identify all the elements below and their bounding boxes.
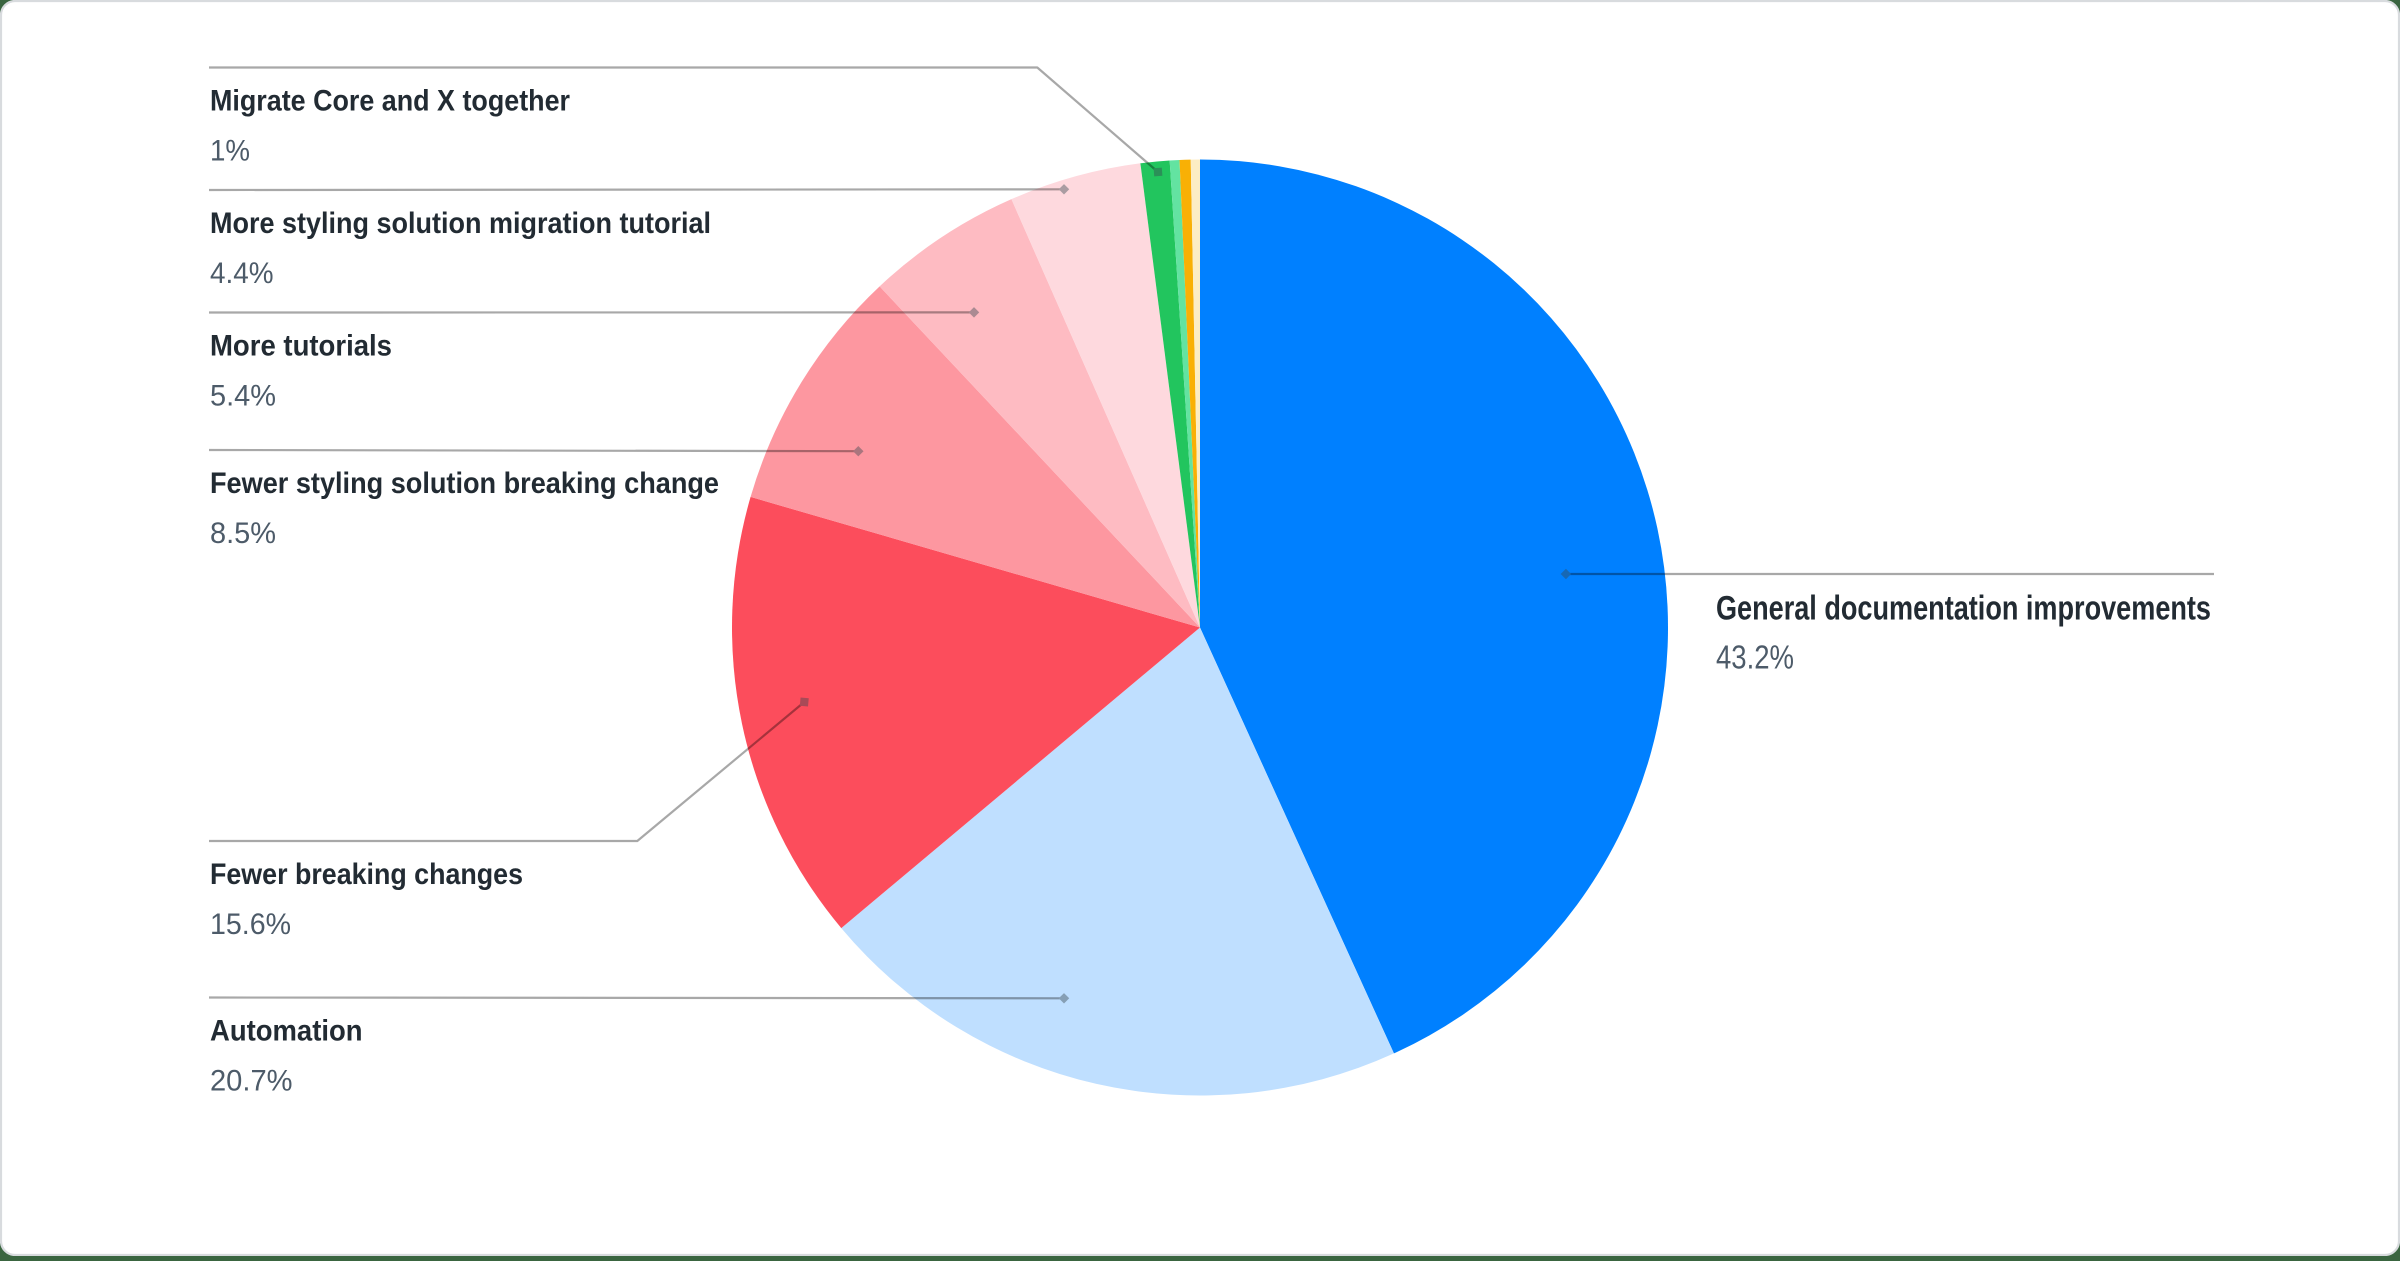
svg-text:8.5%: 8.5% — [210, 517, 276, 550]
svg-text:5.4%: 5.4% — [210, 379, 276, 412]
svg-text:43.2%: 43.2% — [1716, 638, 1794, 675]
svg-text:4.4%: 4.4% — [210, 257, 274, 290]
svg-text:15.6%: 15.6% — [210, 908, 291, 941]
svg-text:Migrate Core and X together: Migrate Core and X together — [210, 84, 570, 117]
svg-text:More styling solution migratio: More styling solution migration tutorial — [210, 207, 711, 240]
svg-text:Automation: Automation — [210, 1014, 363, 1047]
svg-text:General documentation improvem: General documentation improvements — [1716, 589, 2211, 627]
svg-text:1%: 1% — [210, 134, 250, 167]
svg-text:Fewer styling solution breakin: Fewer styling solution breaking change — [210, 467, 719, 500]
svg-text:20.7%: 20.7% — [210, 1064, 293, 1097]
svg-text:More tutorials: More tutorials — [210, 329, 392, 362]
svg-text:Fewer breaking changes: Fewer breaking changes — [210, 858, 523, 891]
